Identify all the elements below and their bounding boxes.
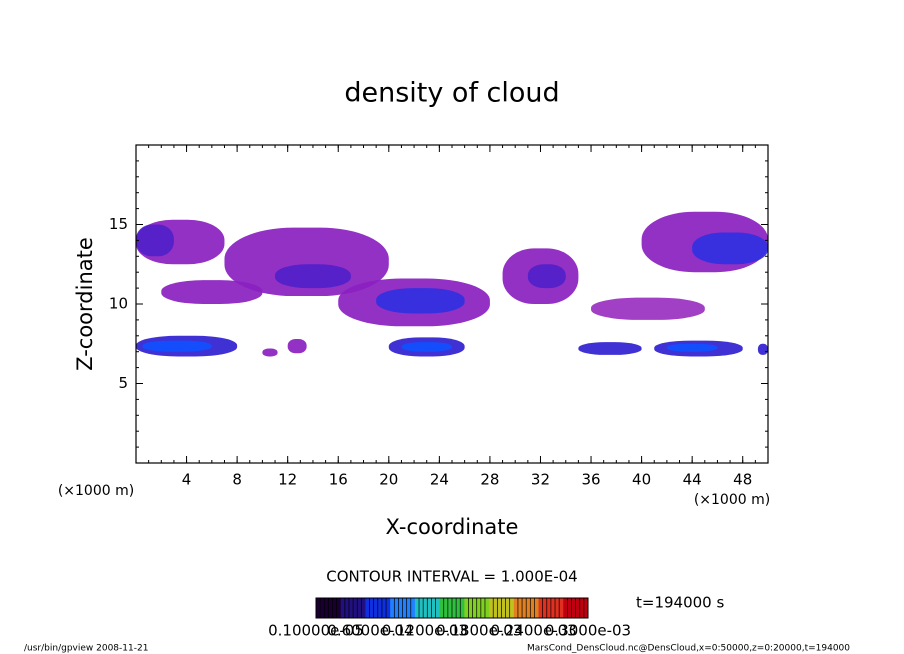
cloud-region	[527, 264, 566, 289]
x-axis-label: X-coordinate	[386, 515, 519, 539]
x-tick-label: 12	[278, 471, 297, 489]
footer-right: MarsCond_DensCloud.nc@DensCloud,x=0:5000…	[527, 644, 850, 654]
x-tick-label: 20	[379, 471, 398, 489]
x-tick-label: 8	[232, 471, 242, 489]
x-tick-label: 24	[430, 471, 449, 489]
colorbar-frame	[315, 597, 589, 619]
y-tick-label: 5	[118, 374, 128, 392]
cloud-region	[757, 343, 768, 355]
cloud-region	[376, 288, 465, 314]
x-tick-label: 16	[329, 471, 348, 489]
colorbar-label: 0.10000e-05	[268, 622, 364, 640]
y-axis-label: Z-coordinate	[73, 237, 97, 371]
cloud-region	[692, 232, 768, 265]
cloud-region	[591, 297, 705, 320]
cloud-region	[275, 264, 351, 289]
x-tick-label: 32	[531, 471, 550, 489]
x-tick-label: 44	[683, 471, 702, 489]
x-unit-right: (×1000 m)	[694, 492, 770, 508]
cloud-region	[161, 280, 263, 304]
cloud-region	[136, 224, 174, 257]
cloud-region	[262, 348, 278, 357]
contour-interval: CONTOUR INTERVAL = 1.000E-04	[326, 568, 577, 586]
y-tick-label: 10	[109, 295, 128, 313]
colorbar-label: 0.2400e-03	[490, 622, 576, 640]
x-tick-label: 4	[182, 471, 192, 489]
colorbar-label: 0.1200e-03	[382, 622, 468, 640]
colorbar-label: 0.3000e-03	[545, 622, 631, 640]
cloud-region	[401, 342, 452, 352]
contour-field	[136, 211, 768, 357]
footer-left: /usr/bin/gpview 2008-11-21	[24, 644, 148, 654]
colorbar-label: 0.1800e-03	[436, 622, 522, 640]
x-unit-left: (×1000 m)	[58, 483, 134, 499]
chart-title: density of cloud	[344, 78, 559, 109]
cloud-region	[287, 338, 307, 354]
y-tick-label: 15	[109, 215, 128, 233]
cloud-region	[578, 342, 642, 355]
cloud-region	[666, 343, 718, 352]
x-tick-label: 48	[733, 471, 752, 489]
x-tick-label: 40	[632, 471, 651, 489]
time-label: t=194000 s	[636, 594, 724, 612]
colorbar-label: 0.6000e-04	[327, 622, 413, 640]
cloud-region	[142, 340, 212, 352]
x-tick-label: 28	[480, 471, 499, 489]
x-tick-label: 36	[581, 471, 600, 489]
